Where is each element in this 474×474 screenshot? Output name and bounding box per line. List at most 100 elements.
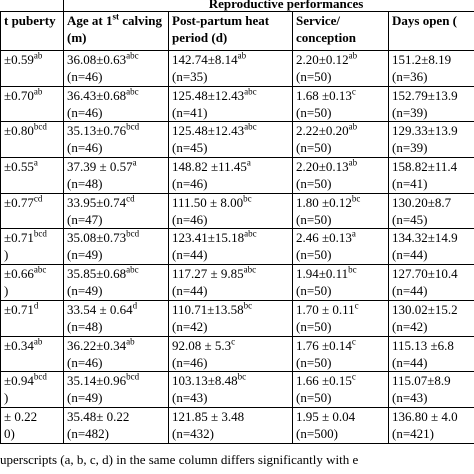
cell-sup: ab <box>348 157 358 168</box>
cell-value: 152.79±13.9 <box>392 87 458 103</box>
cell-value: 111.50 ± 8.00 <box>172 194 244 210</box>
header-text: Age at 1 <box>67 13 113 28</box>
cell-sup: abc <box>244 229 257 240</box>
cell-n: (n=45) <box>172 140 208 156</box>
table-cell: 111.50 ± 8.00bc (n=46) <box>168 192 293 230</box>
header-text: Post-partum heat period (d) <box>172 13 270 45</box>
cell-value: 92.08 ± 5.3 <box>172 337 232 353</box>
header-text: Service/ conception <box>296 13 356 45</box>
cell-value: 123.41±15.18 <box>172 230 245 246</box>
cell-value: 33.54 ± 0.64 <box>67 301 133 317</box>
cell-n: (n=46) <box>67 69 103 84</box>
cell-n: 0) <box>4 425 15 441</box>
cell-value: 35.14±0.96 <box>67 373 127 389</box>
cell-value: 2.22±0.20 <box>296 123 349 139</box>
cell-value: 36.43±0.68 <box>67 87 127 103</box>
cell-n: (n=50) <box>296 104 332 120</box>
cell-n: (n=50) <box>296 247 332 263</box>
table-row: ±0.71bcd) 35.08±0.73bcd (n=49) 123.41±15.18… <box>0 228 474 266</box>
table-cell: ± 0.22 0) <box>0 406 64 444</box>
cell-sup: c <box>354 300 359 311</box>
table-cell: 115.13 ±6.8 (n=44) <box>387 335 474 373</box>
cell-n: (n=50) <box>296 69 332 84</box>
cell-value: 1.76 ±0.14 <box>296 337 352 353</box>
cell-value: 130.20±8.7 <box>392 194 452 210</box>
table-cell: 152.79±13.9 (n=39) <box>387 85 474 123</box>
cell-n: (n=35) <box>172 69 208 84</box>
cell-value: 35.48± 0.22 <box>67 408 130 424</box>
cell-n: (n=42) <box>172 318 208 334</box>
cell-sup: abc <box>126 86 139 97</box>
cell-sup: bcd <box>126 371 140 382</box>
cell-sup: ab <box>237 50 247 61</box>
footnote: uperscripts (a, b, c, d) in the same col… <box>0 452 359 467</box>
table-cell: 117.27 ± 9.85abc (n=44) <box>168 264 293 301</box>
column-header: Post-partum heat period (d) <box>168 11 293 51</box>
table-cell: 35.08±0.73bcd (n=49) <box>63 228 169 266</box>
table-cell: 134.32±14.9 (n=44) <box>387 228 474 266</box>
table-cell: ±0.55a <box>0 157 64 194</box>
table-cell: 123.41±15.18abc (n=44) <box>168 228 293 266</box>
cell-n: (n=49) <box>67 390 103 406</box>
cell-sup: abc <box>126 50 139 61</box>
cell-n: (n=50) <box>296 140 332 156</box>
cell-n: (n=500) <box>296 425 338 441</box>
cell-value: 35.08±0.73 <box>67 230 127 246</box>
table-cell: 127.70±10.4 (n=44) <box>387 264 474 301</box>
cell-sup: bcd <box>33 229 47 240</box>
table-cell: 1.68 ±0.13c (n=50) <box>292 85 389 123</box>
cell-n: (n=50) <box>296 318 332 334</box>
cell-n: (n=46) <box>67 354 103 370</box>
table-cell: 36.43±0.68abc (n=46) <box>63 85 169 123</box>
table-cell: 1.80 ±0.12bc (n=50) <box>292 192 389 230</box>
table-cell: 92.08 ± 5.3c (n=46) <box>168 335 293 373</box>
cell-n: (n=49) <box>67 247 103 263</box>
cell-sup: ab <box>348 50 358 61</box>
cell-value: ±0.70 <box>4 87 34 103</box>
cell-sup: bc <box>348 264 357 275</box>
cell-sup: bc <box>243 300 253 311</box>
table-cell: ±0.94bcd) <box>0 371 64 408</box>
cell-value: 36.22±0.34 <box>67 337 127 353</box>
column-header: t puberty <box>0 11 64 51</box>
cell-sup: bcd <box>126 122 140 133</box>
table-cell: 1.95 ± 0.04 (n=500) <box>292 406 389 444</box>
cell-value: 2.46 ±0.13 <box>296 230 352 246</box>
table-cell: 130.20±8.7 (n=45) <box>387 192 474 230</box>
cell-value: 130.02±15.2 <box>392 301 458 317</box>
cell-sup: ab <box>126 336 135 347</box>
cell-value: ±0.80 <box>4 123 34 139</box>
column-header: Days open ( <box>387 11 474 51</box>
cell-n: (n=49) <box>67 283 103 299</box>
cell-sup: ab <box>348 122 358 133</box>
cell-n: (n=50) <box>296 390 332 406</box>
table-cell: 36.22±0.34ab (n=46) <box>63 335 169 373</box>
cell-n: ) <box>4 247 9 263</box>
cell-n: (n=48) <box>67 176 103 192</box>
table-cell: ±0.71d <box>0 299 64 337</box>
cell-sup: a <box>33 157 38 168</box>
table-cell: 148.82 ±11.45a (n=46) <box>168 157 293 194</box>
cell-n: (n=46) <box>67 140 103 156</box>
cell-n: (n=46) <box>67 104 103 120</box>
cell-n: (n=48) <box>67 318 103 334</box>
cell-n: (n=50) <box>296 211 332 227</box>
cell-sup: bcd <box>126 229 140 240</box>
cell-n: (n=46) <box>172 176 208 192</box>
table-row: ±0.34ab 36.22±0.34ab (n=46) 92.08 ± 5.3c (n=… <box>0 335 474 373</box>
cell-sup: c <box>351 371 356 382</box>
table-cell: 103.13±8.48bc (n=43) <box>168 371 293 408</box>
table-cell: 121.85 ± 3.48 (n=432) <box>168 406 293 444</box>
cell-value: 115.13 ±6.8 <box>392 337 454 353</box>
cell-value: 142.74±8.14 <box>172 52 238 67</box>
cell-value: 1.95 ± 0.04 <box>296 408 356 424</box>
cell-n: (n=44) <box>392 247 428 263</box>
table-cell: 2.20±0.12ab (n=50) <box>292 50 389 87</box>
cell-n: (n=43) <box>172 390 208 406</box>
cell-n: (n=46) <box>172 354 208 370</box>
cell-value: 35.13±0.76 <box>67 123 127 139</box>
cell-n: (n=44) <box>392 283 428 299</box>
cell-n: (n=46) <box>172 211 208 227</box>
cell-value: 127.70±10.4 <box>392 266 458 282</box>
cell-value: 121.85 ± 3.48 <box>172 408 245 424</box>
